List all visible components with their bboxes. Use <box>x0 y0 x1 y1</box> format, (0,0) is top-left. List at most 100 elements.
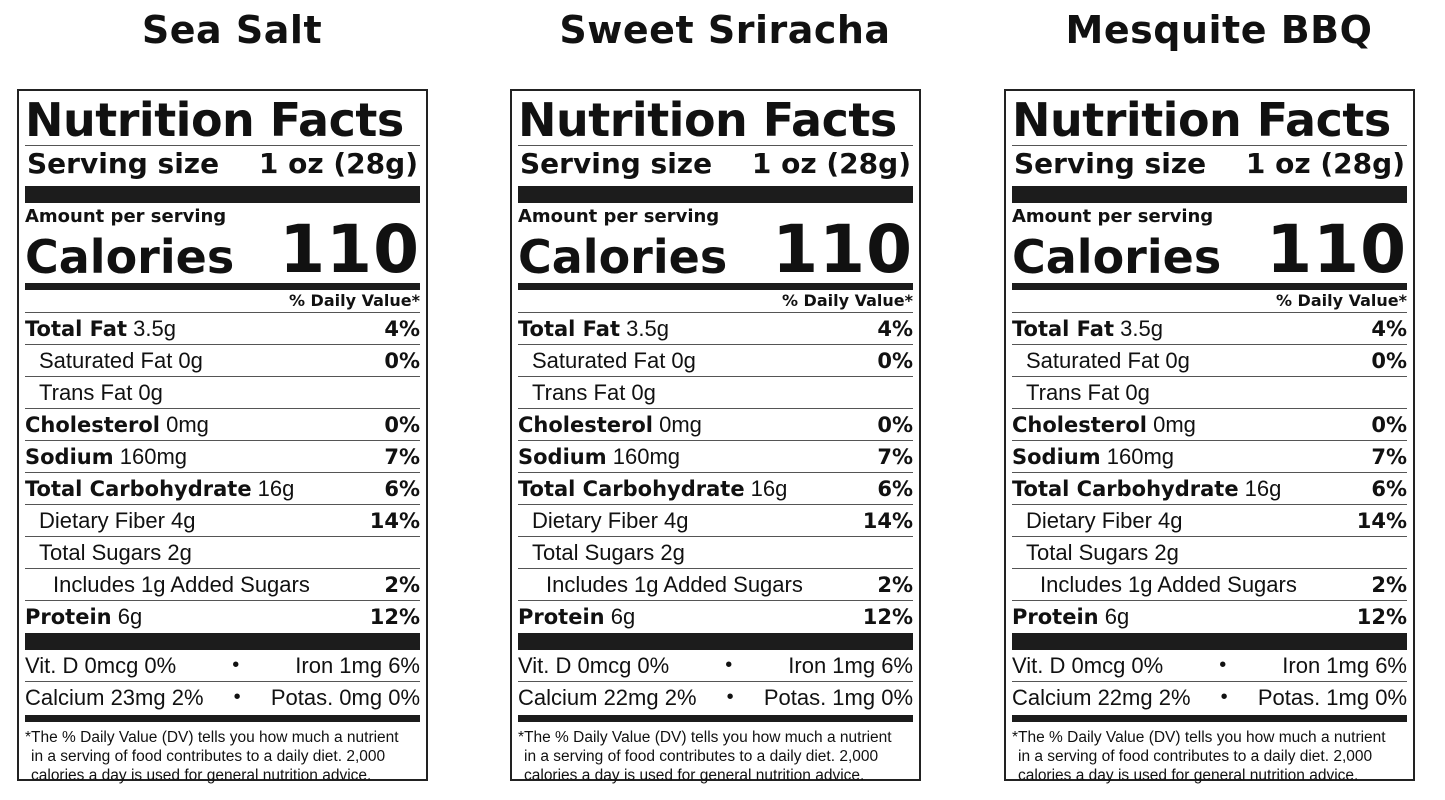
nutrient-percent: 7% <box>1371 444 1407 469</box>
bullet: • <box>725 654 733 676</box>
nutrient-amount: 3.5g <box>1114 315 1163 341</box>
nutrient-name: Cholesterol <box>518 412 653 437</box>
nutrient-row-added-sugars: Includes 1g Added Sugars 2% <box>1012 568 1407 600</box>
nutrient-amount: Trans Fat 0g <box>1026 379 1150 405</box>
nutrient-row-dietary-fiber: Dietary Fiber 4g 14% <box>25 504 420 536</box>
medium-divider <box>518 715 913 722</box>
footnote-line: calories a day is used for general nutri… <box>1018 767 1359 784</box>
nutrient-name: Sodium <box>518 444 607 469</box>
nutrient-amount: 6g <box>111 603 143 629</box>
potassium: Potas. 1mg 0% <box>763 684 913 710</box>
nutrient-row-trans-fat: Trans Fat 0g <box>1012 376 1407 408</box>
nutrient-name: Total Fat <box>25 316 128 341</box>
thick-divider <box>25 186 420 203</box>
nutrient-amount: Dietary Fiber 4g <box>39 507 196 533</box>
serving-size-row: Serving size 1 oz (28g) <box>1012 145 1407 182</box>
vitamin-row: Vit. D 0mcg 0% • Iron 1mg 6% <box>518 650 913 681</box>
nutrient-row-total-fat: Total Fat 3.5g 4% <box>25 312 420 344</box>
serving-size-label: Serving size <box>27 147 220 180</box>
vitamin-d: Vit. D 0mcg 0% <box>25 652 177 678</box>
nutrient-percent: 14% <box>1356 508 1407 533</box>
iron: Iron 1mg 6% <box>295 652 420 678</box>
nutrient-percent: 14% <box>862 508 913 533</box>
calories-label: Calories <box>518 230 728 284</box>
nutrient-amount: 0mg <box>160 411 209 437</box>
daily-value-footnote: *The % Daily Value (DV) tells you how mu… <box>25 728 420 785</box>
nutrient-name: Total Carbohydrate <box>25 476 252 501</box>
amount-per-serving: Amount per serving <box>1012 206 1214 227</box>
daily-value-footnote: *The % Daily Value (DV) tells you how mu… <box>1012 728 1407 785</box>
serving-size-label: Serving size <box>520 147 713 180</box>
footnote-line: *The % Daily Value (DV) tells you how mu… <box>25 729 399 746</box>
nutrient-amount: Trans Fat 0g <box>532 379 656 405</box>
daily-value-header: % Daily Value* <box>288 291 420 310</box>
nutrient-percent: 12% <box>1356 604 1407 629</box>
daily-value-header: % Daily Value* <box>1275 291 1407 310</box>
nutrient-row-cholesterol: Cholesterol 0mg 0% <box>518 408 913 440</box>
nutrient-amount: 6g <box>1098 603 1130 629</box>
serving-size-label: Serving size <box>1014 147 1207 180</box>
footnote-line: *The % Daily Value (DV) tells you how mu… <box>518 729 892 746</box>
potassium: Potas. 1mg 0% <box>1257 684 1407 710</box>
nutrient-percent: 0% <box>384 412 420 437</box>
nutrient-amount: 16g <box>251 475 295 501</box>
serving-size-row: Serving size 1 oz (28g) <box>25 145 420 182</box>
medium-divider <box>1012 283 1407 290</box>
nutrient-percent: 2% <box>384 572 420 597</box>
nutrient-percent: 7% <box>384 444 420 469</box>
nutrient-name: Protein <box>518 604 605 629</box>
nutrient-amount: Total Sugars 2g <box>39 539 192 565</box>
nutrient-row-added-sugars: Includes 1g Added Sugars 2% <box>518 568 913 600</box>
nutrient-amount: 0mg <box>653 411 702 437</box>
nutrient-row-sodium: Sodium 160mg 7% <box>1012 440 1407 472</box>
nutrient-row-dietary-fiber: Dietary Fiber 4g 14% <box>518 504 913 536</box>
nutrient-name: Total Carbohydrate <box>518 476 745 501</box>
nutrient-percent: 0% <box>1371 348 1407 373</box>
nutrient-percent: 6% <box>384 476 420 501</box>
nutrient-row-added-sugars: Includes 1g Added Sugars 2% <box>25 568 420 600</box>
bullet: • <box>726 686 734 708</box>
nutrient-percent: 14% <box>369 508 420 533</box>
nutrient-name: Cholesterol <box>1012 412 1147 437</box>
nutrient-amount: Includes 1g Added Sugars <box>53 571 310 597</box>
vitamin-row: Vit. D 0mcg 0% • Iron 1mg 6% <box>25 650 420 681</box>
daily-value-footnote: *The % Daily Value (DV) tells you how mu… <box>518 728 913 785</box>
medium-divider <box>518 283 913 290</box>
vitamin-row: Vit. D 0mcg 0% • Iron 1mg 6% <box>1012 650 1407 681</box>
nutrient-percent: 7% <box>877 444 913 469</box>
nutrient-row-cholesterol: Cholesterol 0mg 0% <box>1012 408 1407 440</box>
nutrient-row-total-fat: Total Fat 3.5g 4% <box>518 312 913 344</box>
thick-divider <box>518 186 913 203</box>
nutrient-percent: 0% <box>1371 412 1407 437</box>
nutrient-amount: Saturated Fat 0g <box>39 347 203 373</box>
bullet: • <box>1219 654 1227 676</box>
nutrient-amount: 0mg <box>1147 411 1196 437</box>
nutrient-percent: 4% <box>384 316 420 341</box>
footnote-line: in a serving of food contributes to a da… <box>524 748 879 765</box>
nutrient-percent: 12% <box>369 604 420 629</box>
nutrient-percent: 4% <box>1371 316 1407 341</box>
mineral-row: Calcium 22mg 2% • Potas. 1mg 0% <box>1012 681 1407 713</box>
vitamin-d: Vit. D 0mcg 0% <box>1012 652 1164 678</box>
nutrition-label-mesquite-bbq: Nutrition Facts Serving size 1 oz (28g) … <box>1004 89 1415 784</box>
footnote-line: calories a day is used for general nutri… <box>524 767 865 784</box>
nutrient-row-total-fat: Total Fat 3.5g 4% <box>1012 312 1407 344</box>
nutrient-row-saturated-fat: Saturated Fat 0g 0% <box>1012 344 1407 376</box>
calories-label: Calories <box>1012 230 1222 284</box>
nutrient-row-total-carbohydrate: Total Carbohydrate 16g 6% <box>25 472 420 504</box>
nutrient-row-sodium: Sodium 160mg 7% <box>25 440 420 472</box>
footnote-line: in a serving of food contributes to a da… <box>1018 748 1373 765</box>
nutrient-amount: 6g <box>604 603 636 629</box>
nutrient-amount: Dietary Fiber 4g <box>1026 507 1183 533</box>
nutrient-name: Cholesterol <box>25 412 160 437</box>
bullet: • <box>233 686 241 708</box>
amount-per-serving: Amount per serving <box>518 206 720 227</box>
serving-size-value: 1 oz (28g) <box>751 147 911 180</box>
nutrient-percent: 2% <box>877 572 913 597</box>
nutrient-name: Protein <box>25 604 112 629</box>
calories-row: Calories 110 <box>518 217 913 284</box>
nutrient-amount: 3.5g <box>620 315 669 341</box>
iron: Iron 1mg 6% <box>1282 652 1407 678</box>
nutrient-row-dietary-fiber: Dietary Fiber 4g 14% <box>1012 504 1407 536</box>
nutrient-amount: 3.5g <box>127 315 176 341</box>
